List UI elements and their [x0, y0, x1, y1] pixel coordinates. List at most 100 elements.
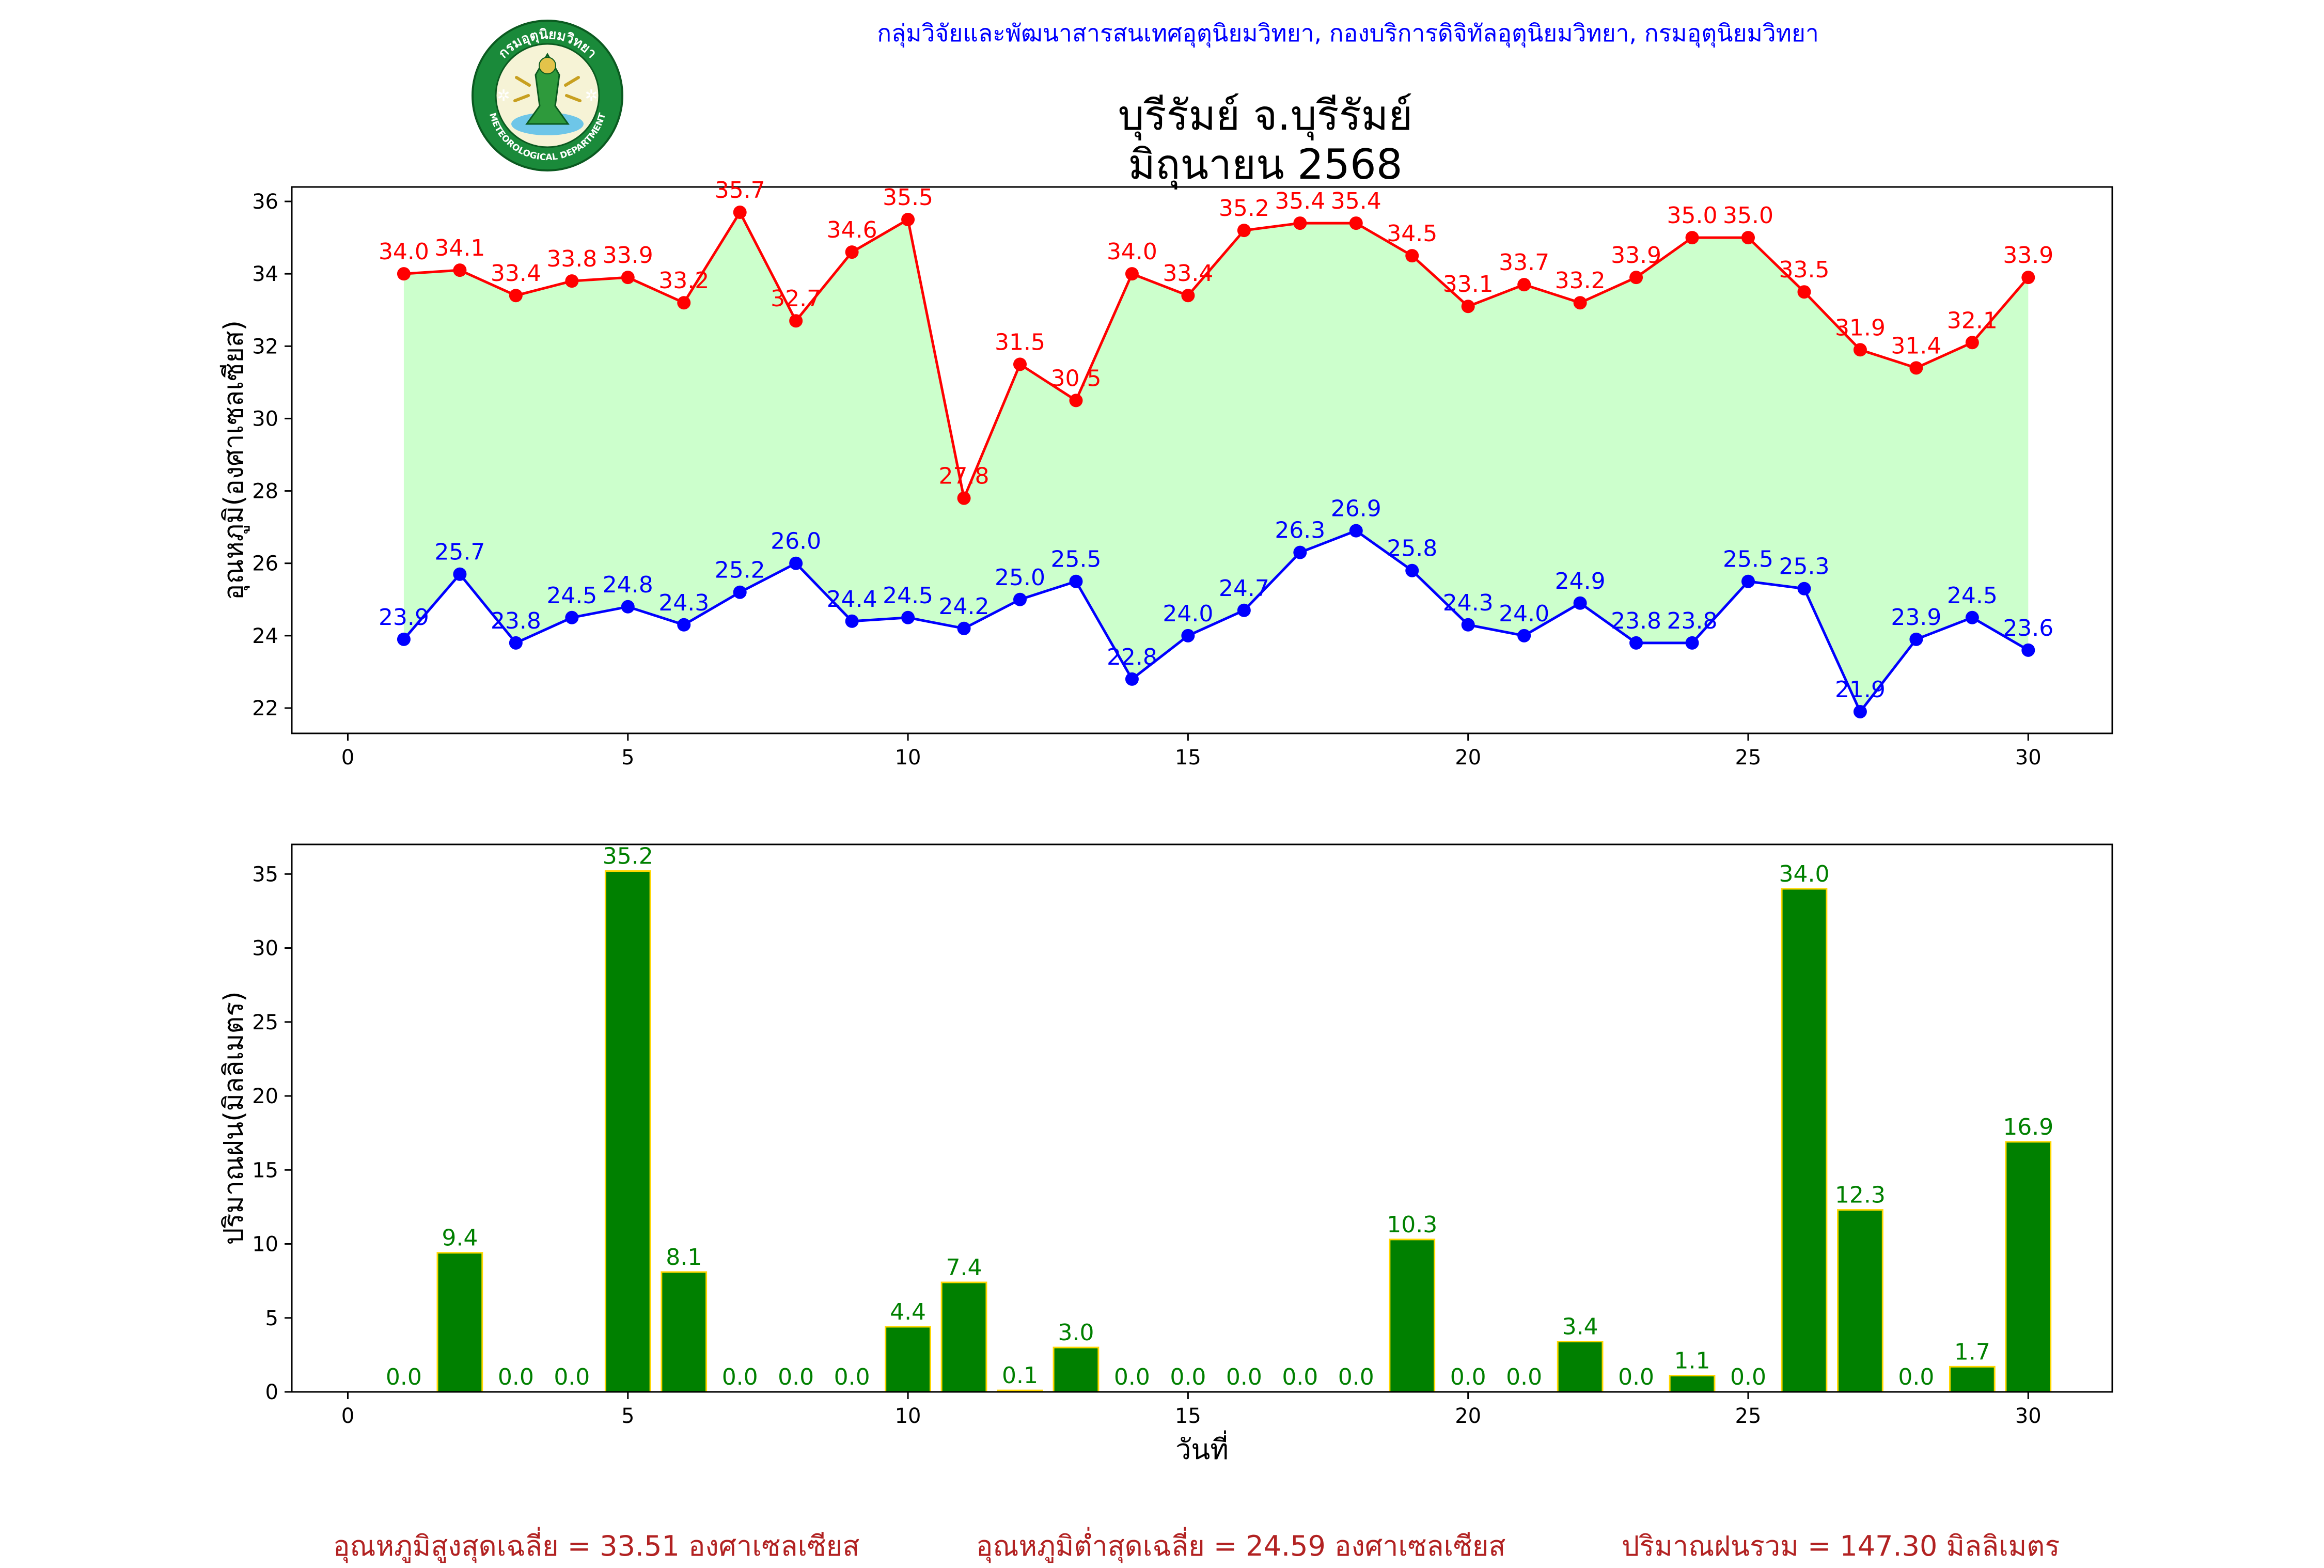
rainfall-bar-label: 1.1	[1674, 1347, 1710, 1374]
rainfall-x-tick-label: 0	[341, 1404, 354, 1428]
rainfall-x-tick-label: 15	[1175, 1404, 1201, 1428]
rainfall-bar-label: 0.0	[1450, 1364, 1486, 1390]
temperature-max-point	[2021, 271, 2035, 285]
temperature-min-label: 23.9	[379, 604, 429, 631]
svg-text:✲: ✲	[497, 87, 510, 105]
temperature-y-tick-label: 36	[252, 190, 278, 214]
temperature-max-label: 35.0	[1723, 202, 1773, 229]
rainfall-y-tick-label: 25	[252, 1011, 278, 1034]
temperature-min-point	[1293, 545, 1307, 559]
temperature-max-line	[403, 209, 2030, 503]
temperature-max-label: 35.4	[1331, 188, 1381, 214]
temperature-plot-frame	[291, 186, 2113, 734]
temperature-min-label: 25.3	[1779, 554, 1829, 580]
temperature-max-label: 35.5	[883, 184, 933, 211]
temperature-max-label: 32.1	[1947, 307, 1998, 334]
temperature-min-point	[1181, 629, 1195, 642]
rainfall-bar-label: 7.4	[946, 1255, 982, 1281]
meteorological-department-logo: กรมอุตุนิยมวิทยา METEOROLOGICAL DEPARTME…	[472, 20, 623, 171]
temperature-min-point	[1909, 632, 1923, 646]
summary-total-rain: ปริมาณฝนรวม = 147.30 มิลลิเมตร	[1622, 1530, 2060, 1562]
temperature-max-label: 33.9	[603, 242, 653, 269]
rainfall-bar-label: 0.1	[1002, 1362, 1038, 1389]
rainfall-bar-label: 0.0	[1114, 1364, 1150, 1390]
rainfall-bar-label: 0.0	[1898, 1364, 1934, 1390]
rainfall-x-axis-label: วันที่	[1175, 1430, 1229, 1466]
temperature-min-label: 24.3	[1443, 590, 1494, 616]
temperature-x-tick-label: 10	[895, 746, 921, 770]
rainfall-bar	[661, 1271, 708, 1393]
rainfall-x-tick-label: 10	[895, 1404, 921, 1428]
rainfall-bar-label: 0.0	[1338, 1364, 1374, 1390]
temperature-max-label: 33.9	[2003, 242, 2053, 269]
temperature-y-tick-label: 28	[252, 480, 278, 504]
rainfall-y-tick-label: 0	[265, 1381, 278, 1404]
temperature-min-label: 24.3	[658, 590, 709, 616]
rainfall-bar	[1837, 1209, 1883, 1393]
temperature-max-point	[1181, 289, 1195, 303]
temperature-max-point	[1293, 216, 1307, 230]
temperature-y-tick-label: 32	[252, 335, 278, 358]
deity-emblem-icon	[511, 52, 584, 135]
rainfall-y-tick-label: 10	[252, 1233, 278, 1257]
rainfall-bar-label: 9.4	[442, 1225, 478, 1251]
temperature-min-label: 21.9	[1835, 677, 1886, 703]
temperature-min-point	[1629, 636, 1643, 650]
rainfall-x-tick-label: 30	[2015, 1404, 2042, 1428]
temperature-min-point	[1069, 574, 1083, 588]
temperature-max-label: 33.4	[491, 260, 541, 287]
temperature-min-point	[789, 556, 803, 570]
temperature-max-label: 30.5	[1050, 365, 1101, 391]
temperature-min-point	[453, 567, 467, 581]
temperature-max-point	[733, 206, 747, 219]
rainfall-bar	[1557, 1341, 1604, 1393]
temperature-max-label: 31.4	[1891, 333, 1941, 359]
temperature-min-label: 25.5	[1050, 546, 1101, 573]
header-credit: กลุ่มวิจัยและพัฒนาสารสนเทศอุตุนิยมวิทยา,…	[877, 19, 1819, 47]
rainfall-plot-frame	[291, 843, 2113, 1393]
rainfall-bar-label: 12.3	[1835, 1182, 1886, 1209]
temperature-max-point	[1685, 231, 1699, 245]
temperature-min-label: 26.0	[771, 528, 821, 555]
temperature-max-point	[1237, 224, 1251, 238]
temperature-min-label: 24.2	[939, 593, 990, 620]
rainfall-x-tick-label: 5	[621, 1404, 634, 1428]
temperature-max-label: 31.9	[1835, 315, 1886, 341]
temperature-min-point	[1461, 618, 1475, 632]
temperature-max-label: 33.7	[1499, 249, 1549, 276]
temperature-max-point	[1797, 285, 1811, 299]
rainfall-y-tick-label: 15	[252, 1158, 278, 1182]
temperature-min-label: 25.0	[995, 565, 1045, 591]
temperature-max-label: 32.7	[771, 286, 821, 312]
temperature-min-label: 24.9	[1555, 568, 1606, 594]
temperature-min-label: 24.8	[603, 572, 653, 598]
temperature-min-point	[1853, 704, 1867, 718]
temperature-y-axis-label: อุณหภูมิ(องศาเซลเซียส)	[218, 320, 250, 600]
temperature-min-label: 24.5	[546, 583, 597, 609]
summary-avg-min: อุณหภูมิต่ำสุดเฉลี่ย = 24.59 องศาเซลเซีย…	[976, 1530, 1506, 1562]
rainfall-bar-label: 0.0	[1618, 1364, 1654, 1390]
temperature-max-point	[1965, 336, 1979, 350]
rainfall-bar-label: 16.9	[2003, 1114, 2053, 1140]
temperature-min-point	[397, 632, 411, 646]
temperature-min-label: 24.7	[1219, 575, 1269, 602]
temperature-min-label: 24.4	[827, 586, 877, 613]
rainfall-bar-label: 0.0	[386, 1364, 422, 1390]
temperature-y-tick-label: 22	[252, 697, 278, 720]
temperature-max-label: 33.4	[1163, 260, 1213, 287]
temperature-max-point	[1405, 249, 1419, 263]
temperature-min-label: 23.8	[491, 608, 541, 634]
temperature-max-label: 34.0	[379, 239, 429, 265]
temperature-x-tick-label: 5	[621, 746, 634, 770]
temperature-min-label: 25.2	[715, 557, 765, 584]
temperature-max-point	[845, 245, 859, 259]
temperature-max-point	[1461, 300, 1475, 313]
rainfall-bar	[1053, 1346, 1100, 1393]
temperature-max-label: 34.6	[827, 217, 877, 243]
rainfall-bar	[1949, 1366, 1996, 1393]
rainfall-bar-label: 0.0	[1506, 1364, 1542, 1390]
rainfall-y-axis-label: ปริมาณฝน(มิลลิเมตร)	[218, 991, 249, 1245]
temperature-min-label: 25.5	[1723, 546, 1773, 573]
rainfall-bar	[885, 1326, 931, 1393]
rainfall-bar-label: 0.0	[1226, 1364, 1262, 1390]
